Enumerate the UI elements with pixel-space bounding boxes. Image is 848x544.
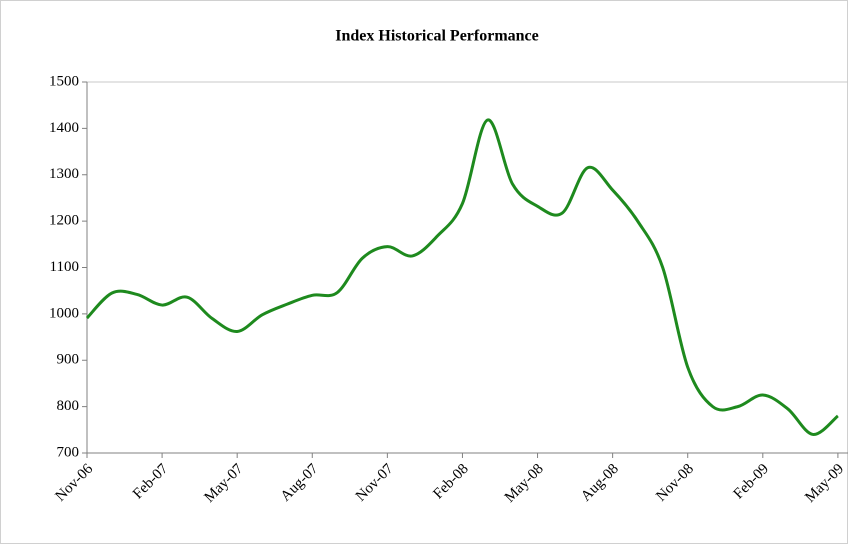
y-tick-label: 800 <box>57 398 80 414</box>
y-tick-label: 1400 <box>49 120 79 136</box>
series-line <box>85 118 839 436</box>
y-tick-label: 1000 <box>49 305 79 321</box>
y-tick-label: 1500 <box>49 73 79 89</box>
chart-title: Index Historical Performance <box>335 28 539 45</box>
y-tick-label: 1200 <box>49 213 79 229</box>
y-tick-label: 700 <box>57 444 80 460</box>
y-tick-label: 900 <box>57 352 80 368</box>
y-tick-label: 1300 <box>49 166 79 182</box>
y-tick-label: 1100 <box>50 259 79 275</box>
